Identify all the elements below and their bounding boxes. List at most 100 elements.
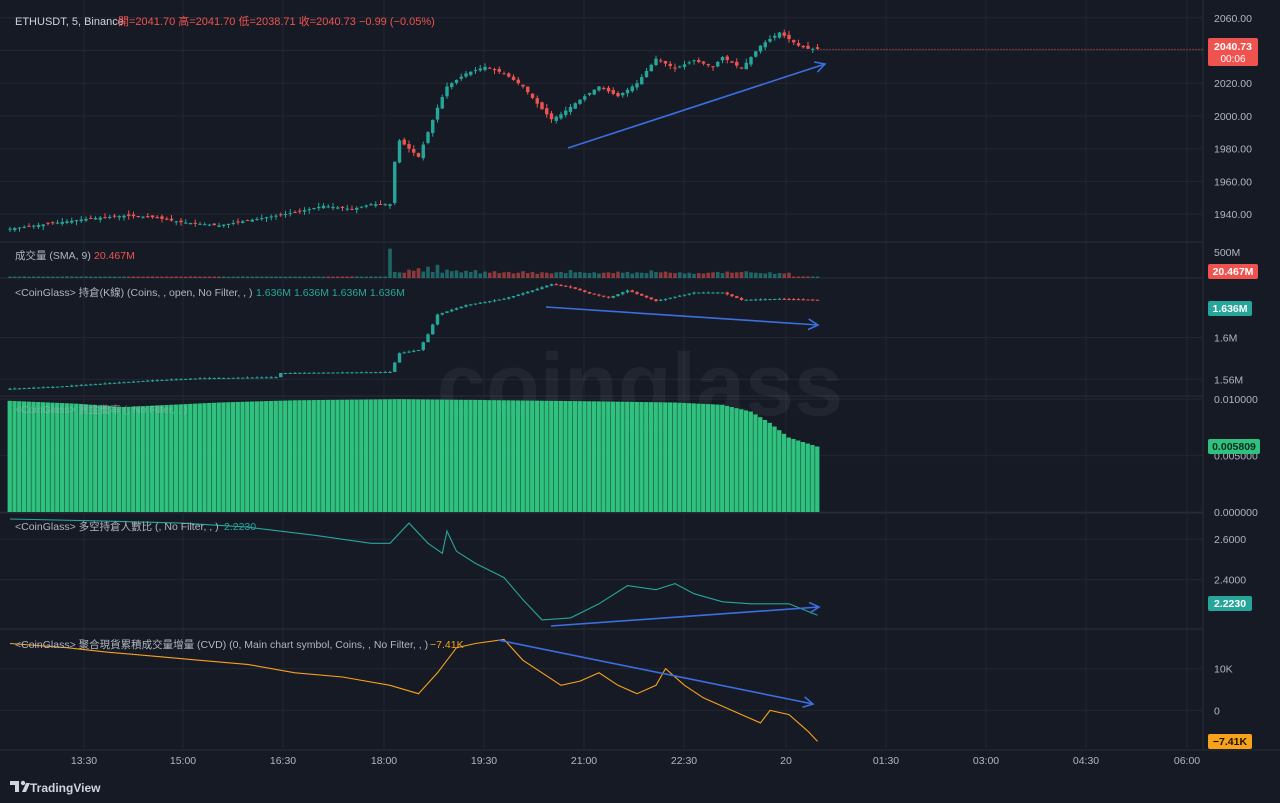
price-candle [13,228,17,231]
funding-bar [97,405,103,512]
funding-bar [254,401,259,512]
oi-candle [89,384,93,386]
funding-bar [397,399,402,512]
volume-bar [50,276,55,278]
funding-bar [677,402,682,512]
funding-bar [729,407,734,512]
oi-candle [635,292,639,294]
price-candle [340,206,345,209]
funding-bar [496,400,502,512]
oi-candle [787,298,791,300]
volume-bar [354,276,359,278]
price-candle [160,216,164,219]
volume-bar [554,272,559,278]
oi-candle [511,296,516,298]
volume-bar [478,273,483,278]
y-tick-label: 2020.00 [1214,78,1252,90]
funding-bar [520,400,525,512]
price-candle [473,70,478,72]
oi-candle [264,377,269,379]
price-candle [378,204,383,206]
volume-bar [198,276,202,278]
funding-bar [150,405,155,512]
price-candle [203,224,207,226]
oi-candle [112,382,117,384]
volume-bar [530,271,535,278]
trend-arrows [497,61,827,709]
oi-candle [739,298,744,300]
oi-candle [516,294,520,297]
volume-bar [207,276,212,278]
oi-badge [1208,301,1252,316]
price-candle [141,216,145,218]
y-tick-label: 1960.00 [1214,176,1252,188]
oi-candle [41,387,45,389]
volume-bar [535,273,540,278]
oi-candle [36,387,41,389]
oi-candle [150,380,155,382]
volume-bar [768,272,772,278]
volume-bar [644,273,649,278]
funding-bar [591,401,597,512]
oi-candle [497,299,501,301]
price-candle [682,64,687,67]
oi-candle [454,308,459,310]
ls-badge [1208,596,1252,611]
funding-badge-value: 0.005809 [1212,441,1256,453]
oi-candle [51,386,55,388]
oi-candle [79,385,83,387]
funding-bar [93,404,98,512]
oi-candle [155,380,159,382]
oi-candle [250,377,254,379]
volume-bar [753,272,758,278]
volume-bar [150,276,155,278]
volume-bar [801,276,806,278]
oi-candle [231,377,235,379]
funding-bar [682,402,687,512]
funding-bar [340,399,345,512]
oi-candle [754,299,758,301]
oi-candle [678,295,682,297]
volume-bar [326,276,331,278]
oi-title[interactable]: <CoinGlass> 持倉(K線) (Coins, , open, No Fi… [15,286,253,299]
price-candle [250,219,254,222]
x-tick-label: 04:30 [1073,755,1099,767]
ls-title[interactable]: <CoinGlass> 多空持倉人數比 (, No Filter, , ) [15,520,219,533]
volume-bar [597,273,601,278]
x-tick-label: 16:30 [270,755,296,767]
funding-bar [26,401,31,512]
price-candle [692,60,696,62]
price-candle [288,213,292,215]
price-candle [673,67,677,69]
funding-bar [207,402,212,512]
y-tick-label: 10K [1214,664,1233,676]
funding-bar [482,400,487,512]
oi-candle [806,299,810,301]
y-tick-label: 1980.00 [1214,144,1252,156]
price-candle [535,98,539,104]
price-candle [697,60,701,62]
funding-bar [805,443,810,512]
funding-bar [658,402,663,512]
funding-bar [753,414,758,512]
tradingview-logo[interactable]: TradingView [10,780,101,795]
price-candle [663,60,668,64]
volume-title[interactable]: 成交量 (SMA, 9) [15,249,91,262]
price-candle [564,110,568,116]
oi-candle [207,378,212,380]
volume-bar [297,276,302,278]
funding-title[interactable]: <CoinGlass> 資金費率 (, No Filter, , ) [15,403,187,416]
volume-bar [65,276,69,278]
funding-bar [572,401,578,512]
cvd-title[interactable]: <CoinGlass> 聚合現貨累積成交量增量 (CVD) (0, Main c… [15,638,428,651]
oi-candle [649,297,653,300]
y-tick-label: 0 [1214,705,1220,717]
funding-bar [739,409,744,512]
price-candle [597,86,601,91]
oi-candle [426,334,430,343]
price-candle [374,204,378,206]
oi-candle [663,298,668,300]
price-candle [331,206,335,209]
volume-bar [421,271,426,278]
funding-bar [259,401,264,512]
